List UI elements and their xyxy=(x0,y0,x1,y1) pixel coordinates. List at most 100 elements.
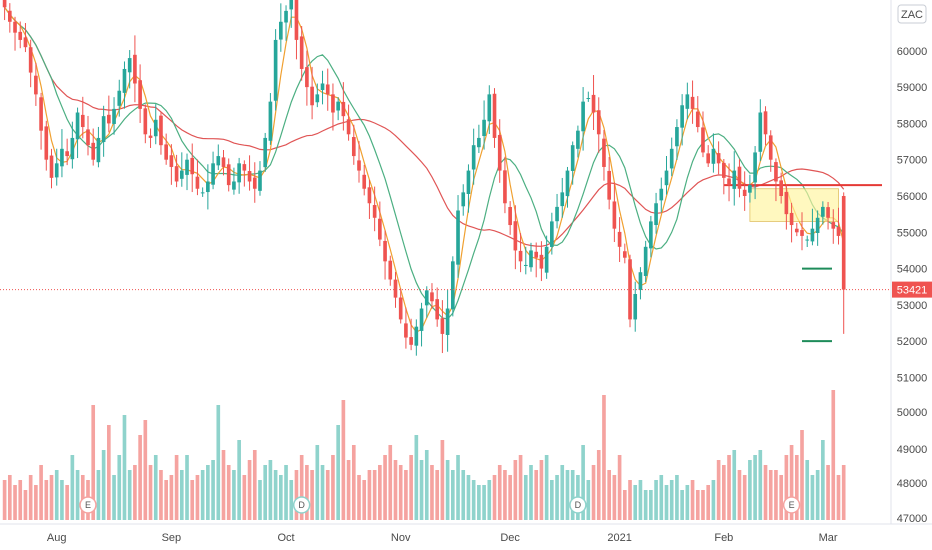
time-axis-bg xyxy=(0,524,932,550)
volume-bar xyxy=(435,470,440,520)
volume-bar xyxy=(367,470,372,520)
candle-body xyxy=(800,230,804,236)
candle-body xyxy=(383,240,387,262)
volume-bar xyxy=(685,485,690,520)
symbol-badge-box xyxy=(897,4,927,24)
volume-bar xyxy=(305,465,309,520)
volume-bar xyxy=(13,485,17,520)
candle-body xyxy=(310,86,314,106)
volume-bar xyxy=(711,480,716,520)
time-axis[interactable] xyxy=(0,523,932,550)
volume-bar xyxy=(523,475,528,520)
volume-bar xyxy=(96,470,101,520)
volume-bar xyxy=(414,435,419,520)
volume-bar xyxy=(461,470,466,520)
volume-tick-label: 50000 xyxy=(897,407,928,419)
volume-bar xyxy=(430,465,434,520)
volume-bar xyxy=(341,400,346,520)
candle-body xyxy=(763,111,768,135)
current-price-tag: 53421 xyxy=(892,281,932,298)
volume-bar xyxy=(649,490,653,520)
volume-bar xyxy=(190,480,195,520)
candle-body xyxy=(133,54,137,84)
candle-body xyxy=(513,221,518,251)
volume-bar xyxy=(362,480,367,520)
volume-bar xyxy=(263,465,268,520)
candle-body xyxy=(351,137,356,157)
moving-averages xyxy=(4,6,845,333)
volume-tick-labels: 50000 49000 48000 47000 xyxy=(897,407,928,525)
volume-bar xyxy=(664,485,669,520)
candle-body xyxy=(54,163,59,178)
volume-bar xyxy=(675,475,679,520)
candle-body xyxy=(774,162,778,182)
candle-body xyxy=(34,75,38,95)
volume-bar xyxy=(331,455,335,520)
price-tick-label: 52000 xyxy=(897,336,928,348)
candle-body xyxy=(315,94,320,103)
candle-body xyxy=(404,323,408,338)
volume-bar xyxy=(789,445,794,520)
event-marker-circle xyxy=(569,496,587,514)
volume-bar xyxy=(497,465,502,520)
candle-body xyxy=(221,157,226,167)
volume-bar xyxy=(148,465,153,520)
volume-bar xyxy=(49,475,54,520)
candle-body xyxy=(461,192,466,207)
candle-body xyxy=(570,145,575,171)
event-marker: E xyxy=(79,496,97,514)
candle-body xyxy=(232,181,236,190)
volume-bar xyxy=(273,470,278,520)
candle-body xyxy=(398,297,403,320)
candle-body xyxy=(497,134,502,171)
candle-body xyxy=(388,260,393,280)
price-tick-labels: 60000 59000 58000 57000 56000 55000 54000 53000… xyxy=(897,46,928,385)
candle-body xyxy=(195,176,200,189)
candle-body xyxy=(44,126,49,160)
candle-body xyxy=(654,203,658,226)
symbol-badge[interactable]: ZAC xyxy=(897,4,927,24)
price-tick-label: 57000 xyxy=(897,155,928,167)
candle-body xyxy=(638,272,643,290)
candle-body xyxy=(576,130,580,149)
candle-body xyxy=(779,180,783,196)
volume-bar xyxy=(482,485,486,520)
candle-body xyxy=(216,156,221,166)
candle-body xyxy=(28,47,33,73)
candle-body xyxy=(2,0,7,8)
volume-bar xyxy=(18,480,23,520)
volume-bar xyxy=(101,450,106,520)
candle-body xyxy=(263,137,268,168)
volume-bar xyxy=(565,470,570,520)
price-tick-label: 56000 xyxy=(897,191,928,203)
candle-body xyxy=(190,157,195,175)
candle-body xyxy=(127,58,132,73)
time-tick-labels: Aug Sep Oct Nov Dec 2021 Feb Mar xyxy=(47,532,838,544)
volume-bar xyxy=(841,465,846,520)
candle-body xyxy=(555,206,559,222)
candle-body xyxy=(748,185,752,193)
volume-bar xyxy=(216,405,221,520)
candle-body xyxy=(742,189,747,196)
candle-body xyxy=(753,152,757,183)
candle-body xyxy=(122,68,127,93)
volume-bar xyxy=(398,465,403,520)
volume-bar xyxy=(164,480,168,520)
time-tick-label: Aug xyxy=(47,532,67,544)
price-tick-label: 54000 xyxy=(897,264,928,276)
volume-bar xyxy=(570,470,575,520)
candle-body xyxy=(70,137,75,160)
volume-bar xyxy=(54,470,59,520)
time-tick-label: Sep xyxy=(162,532,182,544)
price-axis[interactable] xyxy=(890,0,932,550)
candle-body xyxy=(821,206,825,217)
volume-bar xyxy=(544,455,549,520)
volume-bar xyxy=(826,465,830,520)
volume-bar xyxy=(701,490,705,520)
candle-body xyxy=(435,299,440,320)
volume-bar xyxy=(34,485,38,520)
volume-bar xyxy=(299,455,304,520)
volume-bar xyxy=(195,475,200,520)
volume-bar xyxy=(138,435,142,520)
